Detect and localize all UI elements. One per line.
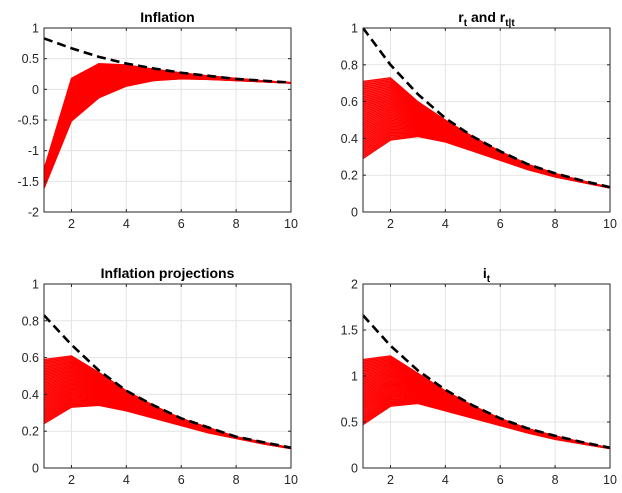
band-inflation-projections xyxy=(44,314,291,450)
dashed-line xyxy=(363,28,610,189)
chart-it: 2 4 6 8 10 0 0.5 1 1.5 2 it xyxy=(341,265,617,487)
x-tick-label: 2 xyxy=(387,473,394,487)
y-tick-label: 0.6 xyxy=(341,95,358,109)
y-tick-label: 0 xyxy=(351,462,358,476)
x-tick-label: 8 xyxy=(233,473,240,487)
x-tick-label: 10 xyxy=(284,217,298,231)
y-tick-label: 0 xyxy=(32,83,39,97)
x-tick-label: 10 xyxy=(284,473,298,487)
y-tick-label: 0.8 xyxy=(22,314,39,328)
x-tick-label: 4 xyxy=(442,217,449,231)
x-tick-label: 8 xyxy=(233,217,240,231)
y-tick-label: 0 xyxy=(351,206,358,220)
y-tick-label: 1 xyxy=(351,22,358,36)
x-tick-label: 10 xyxy=(603,473,617,487)
band-fill xyxy=(363,355,610,449)
y-tick-label: 0.2 xyxy=(22,425,39,439)
x-tick-label: 4 xyxy=(123,217,130,231)
y-tick-label: 1.5 xyxy=(341,324,358,338)
x-tick-label: 6 xyxy=(497,217,504,231)
chart-title-inflation-projections: Inflation projections xyxy=(101,265,235,281)
y-tick-label: 1 xyxy=(32,22,39,36)
title-subscript: t|t xyxy=(505,18,515,29)
y-tick-label: 0.8 xyxy=(341,58,358,72)
title-subscript: t xyxy=(487,274,491,285)
band-fill xyxy=(44,63,291,189)
title-part: i xyxy=(483,265,487,281)
band-inflation xyxy=(44,37,291,189)
chart-title-it: it xyxy=(483,265,491,285)
dashed-line xyxy=(363,314,610,450)
y-tick-label: 0.2 xyxy=(341,169,358,183)
x-tick-label: 2 xyxy=(68,217,75,231)
title-part: r xyxy=(458,9,464,25)
chart-inflation: 2 4 6 8 10 -2 -1.5 -1 -0.5 0 0.5 1 Inflation xyxy=(17,9,298,231)
x-tick-label: 8 xyxy=(552,217,559,231)
chart-inflation-projections: 2 4 6 8 10 0 0.2 0.4 0.6 0.8 1 Inflation projection… xyxy=(22,265,298,487)
chart-rt: 2 4 6 8 10 0 0.2 0.4 0.6 0.8 1 rt and rt|t xyxy=(341,9,617,231)
y-tick-label: 1 xyxy=(32,278,39,292)
band-rt xyxy=(363,28,610,189)
y-tick-label: -0.5 xyxy=(17,114,39,128)
axes-box-inflation-projections xyxy=(43,283,292,469)
y-tick-label: 0 xyxy=(32,462,39,476)
y-tick-label: 1 xyxy=(351,370,358,384)
axes-box-rt xyxy=(362,27,611,213)
y-tick-label: -1 xyxy=(28,144,39,158)
dashed-line xyxy=(44,314,291,450)
x-tick-label: 4 xyxy=(123,473,130,487)
title-subscript: t xyxy=(464,18,468,29)
y-tick-label: -2 xyxy=(28,206,39,220)
x-tick-label: 8 xyxy=(552,473,559,487)
y-tick-label: 0.4 xyxy=(341,132,358,146)
y-tick-label: 0.5 xyxy=(22,52,39,66)
x-tick-label: 10 xyxy=(603,217,617,231)
band-fill xyxy=(44,355,291,449)
title-part: and r xyxy=(467,9,506,25)
chart-title-inflation: Inflation xyxy=(140,9,194,25)
gridlines-inflation xyxy=(44,27,292,213)
band-fill xyxy=(363,77,610,189)
dashed-line xyxy=(44,37,291,84)
band-it xyxy=(363,314,610,450)
x-tick-label: 2 xyxy=(68,473,75,487)
x-tick-label: 4 xyxy=(442,473,449,487)
y-tick-label: 2 xyxy=(351,278,358,292)
y-tick-label: 0.5 xyxy=(341,416,358,430)
x-tick-label: 6 xyxy=(178,217,185,231)
y-tick-label: 0.4 xyxy=(22,388,39,402)
chart-title-rt: rt and rt|t xyxy=(458,9,515,29)
y-tick-label: -1.5 xyxy=(17,175,39,189)
y-tick-label: 0.6 xyxy=(22,351,39,365)
x-tick-label: 6 xyxy=(497,473,504,487)
x-tick-label: 2 xyxy=(387,217,394,231)
x-tick-label: 6 xyxy=(178,473,185,487)
